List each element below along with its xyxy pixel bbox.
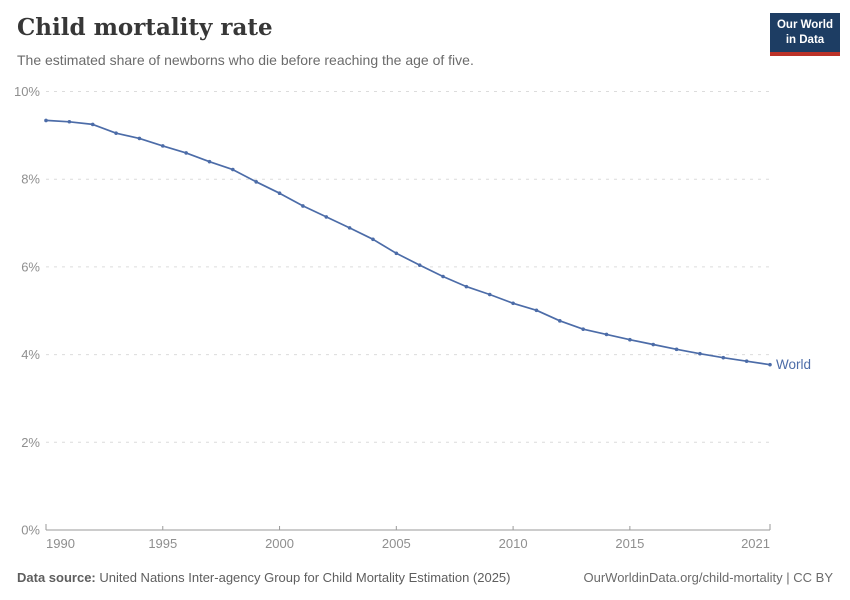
x-axis-tick-label: 1995 [148,536,177,551]
y-axis-tick-label: 8% [21,172,40,187]
data-point[interactable] [768,362,772,367]
y-axis-tick-label: 2% [21,435,40,450]
data-point[interactable] [721,355,726,360]
x-axis-tick-label: 2005 [382,536,411,551]
y-axis-tick-label: 0% [21,523,40,538]
line-chart[interactable]: 0% 2% 4% 6% 8% 10% 1990 1995 2000 2005 2010 2015 202… [0,80,850,560]
data-point[interactable] [628,337,632,342]
data-point[interactable] [301,204,305,208]
data-point[interactable] [44,118,48,123]
page-title: Child mortality rate [17,14,273,41]
x-axis-tick-label: 1990 [46,536,75,551]
x-axis-tick-label: 2000 [265,536,294,551]
data-point[interactable] [137,136,142,141]
series-label[interactable]: World [776,357,811,372]
data-point[interactable] [698,351,702,356]
data-point[interactable] [114,131,118,135]
x-axis-tick-label: 2021 [741,536,770,551]
data-point[interactable] [417,263,422,267]
data-source-note: Data source: United Nations Inter-agency… [17,570,511,585]
data-point[interactable] [651,342,656,347]
data-point[interactable] [511,301,515,306]
chart-footer: Data source: United Nations Inter-agency… [17,570,833,585]
data-point[interactable] [744,359,749,363]
data-point[interactable] [254,180,258,184]
y-axis-tick-label: 6% [21,259,40,274]
data-source-label: Data source: [17,570,96,585]
data-point[interactable] [674,347,679,352]
chart-header: Child mortality rate The estimated share… [17,13,474,68]
data-point[interactable] [604,332,609,337]
data-point[interactable] [487,292,492,297]
y-axis-tick-label: 10% [14,84,40,99]
y-axis-tick-label: 4% [21,347,40,362]
data-point[interactable] [207,159,212,164]
owid-logo[interactable]: Our World in Data [770,13,840,56]
data-point[interactable] [534,308,539,313]
data-point[interactable] [160,144,165,148]
data-point[interactable] [67,119,72,124]
data-point[interactable] [371,237,375,242]
owid-citation-link[interactable]: OurWorldinData.org/child-mortality | CC … [583,570,834,585]
data-point[interactable] [581,327,585,331]
chart-subtitle: The estimated share of newborns who die … [17,52,474,68]
data-point[interactable] [347,226,352,230]
x-axis-tick-label: 2015 [615,536,644,551]
data-point[interactable] [231,167,235,172]
data-point[interactable] [394,251,399,256]
data-point[interactable] [558,319,562,323]
data-point[interactable] [441,274,445,279]
data-source-text: United Nations Inter-agency Group for Ch… [95,570,511,585]
owid-logo-line1: Our World [776,19,833,31]
data-point[interactable] [277,191,282,196]
data-point[interactable] [464,284,469,289]
x-axis-tick-label: 2010 [499,536,528,551]
owid-logo-line2: in Data [785,33,825,46]
data-line[interactable] [45,119,771,366]
data-point[interactable] [90,122,95,127]
data-point[interactable] [324,215,329,219]
data-point[interactable] [184,151,188,155]
